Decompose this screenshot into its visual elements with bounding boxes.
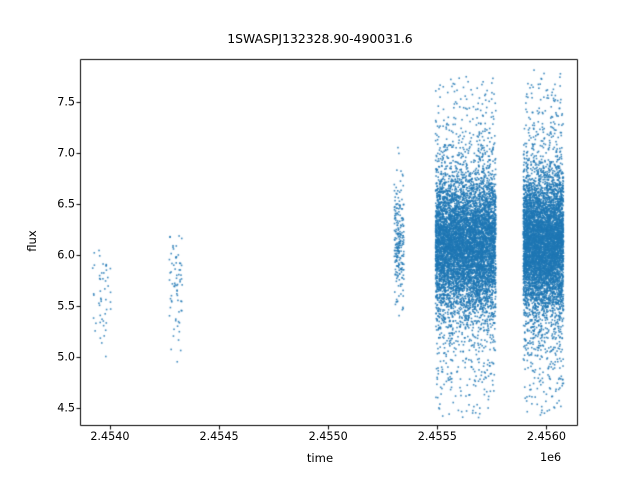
y-tick-label: 4.5 [57, 401, 75, 415]
y-tick-label: 7.0 [57, 146, 75, 160]
y-tick-label: 7.5 [57, 95, 75, 109]
y-tick-label: 5.5 [57, 299, 75, 313]
y-tick-label: 6.5 [57, 197, 75, 211]
y-tick-label: 5.0 [57, 350, 75, 364]
x-tick-label: 2.4550 [308, 430, 348, 443]
x-tick-label: 2.4540 [90, 430, 130, 443]
x-tick-label: 2.4545 [199, 430, 239, 443]
x-axis-offset-label: 1e6 [540, 451, 562, 464]
y-tick-label: 6.0 [57, 248, 75, 262]
x-axis-label: time [306, 451, 334, 465]
y-axis-label: flux [25, 230, 39, 252]
x-tick-label: 2.4555 [417, 430, 457, 443]
page-title: 1SWASPJ132328.90-490031.6 [227, 31, 413, 46]
x-tick-label: 2.4560 [526, 430, 567, 443]
